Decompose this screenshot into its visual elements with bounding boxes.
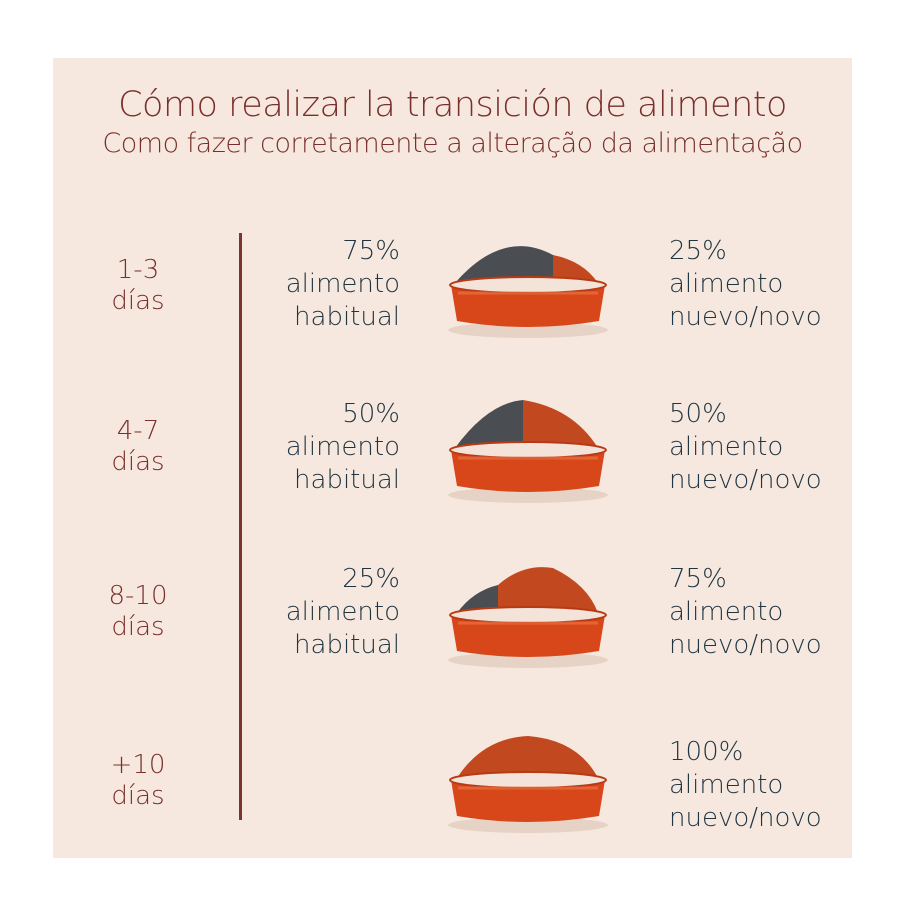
transition-row-1: 1-3 días 75% alimento habitual 25% alime… bbox=[53, 233, 852, 343]
days-range: 8-10 bbox=[108, 581, 168, 611]
new-food-label-1: alimento bbox=[669, 432, 784, 462]
days-label: +10 días bbox=[83, 750, 193, 812]
old-food-label-1: alimento bbox=[285, 597, 400, 627]
days-unit: días bbox=[111, 286, 165, 316]
new-food-label-2: nuevo/novo bbox=[669, 465, 822, 495]
new-food-label-2: nuevo/novo bbox=[669, 302, 822, 332]
timeline-divider bbox=[239, 233, 242, 820]
transition-infographic: Cómo realizar la transición de alimento … bbox=[53, 58, 852, 858]
old-food-label-1: alimento bbox=[285, 432, 400, 462]
food-bowl-0-100-icon bbox=[448, 736, 608, 833]
old-food-label-2: habitual bbox=[294, 465, 400, 495]
old-food-percent: 50% bbox=[342, 399, 400, 429]
transition-row-4: +10 días 100% alimento nuevo/novo bbox=[53, 728, 852, 838]
title-portuguese: Como fazer corretamente a alteração da a… bbox=[102, 128, 803, 159]
new-food-share: 100% alimento nuevo/novo bbox=[669, 736, 822, 835]
new-food-label-1: alimento bbox=[669, 597, 784, 627]
new-food-percent: 50% bbox=[669, 399, 727, 429]
new-food-percent: 25% bbox=[669, 236, 727, 266]
title-spanish: Cómo realizar la transición de alimento bbox=[118, 85, 787, 125]
days-range: 1-3 bbox=[116, 255, 160, 285]
days-range: 4-7 bbox=[116, 416, 160, 446]
days-unit: días bbox=[111, 612, 165, 642]
old-food-share: 25% alimento habitual bbox=[286, 563, 400, 662]
old-food-label-2: habitual bbox=[294, 630, 400, 660]
old-food-label-2: habitual bbox=[294, 302, 400, 332]
new-food-percent: 100% bbox=[669, 737, 744, 767]
transition-row-2: 4-7 días 50% alimento habitual 50% alime… bbox=[53, 398, 852, 508]
old-food-percent: 75% bbox=[342, 236, 400, 266]
days-unit: días bbox=[111, 781, 165, 811]
transition-row-3: 8-10 días 25% alimento habitual 75% alim… bbox=[53, 563, 852, 673]
new-food-share: 50% alimento nuevo/novo bbox=[669, 398, 822, 497]
new-food-percent: 75% bbox=[669, 564, 727, 594]
old-food-label-1: alimento bbox=[285, 269, 400, 299]
new-food-share: 25% alimento nuevo/novo bbox=[669, 235, 822, 334]
food-bowl-25-75-icon bbox=[448, 567, 608, 668]
days-range: +10 bbox=[110, 750, 166, 780]
new-food-label-2: nuevo/novo bbox=[669, 803, 822, 833]
food-bowl-50-50-icon bbox=[448, 400, 608, 503]
new-food-label-1: alimento bbox=[669, 269, 784, 299]
days-label: 4-7 días bbox=[83, 416, 193, 478]
old-food-percent: 25% bbox=[342, 564, 400, 594]
old-food-share: 75% alimento habitual bbox=[286, 235, 400, 334]
food-bowl-75-25-icon bbox=[448, 246, 608, 338]
days-label: 1-3 días bbox=[83, 255, 193, 317]
old-food-share: 50% alimento habitual bbox=[286, 398, 400, 497]
days-label: 8-10 días bbox=[83, 581, 193, 643]
new-food-label-2: nuevo/novo bbox=[669, 630, 822, 660]
new-food-label-1: alimento bbox=[669, 770, 784, 800]
days-unit: días bbox=[111, 447, 165, 477]
new-food-share: 75% alimento nuevo/novo bbox=[669, 563, 822, 662]
